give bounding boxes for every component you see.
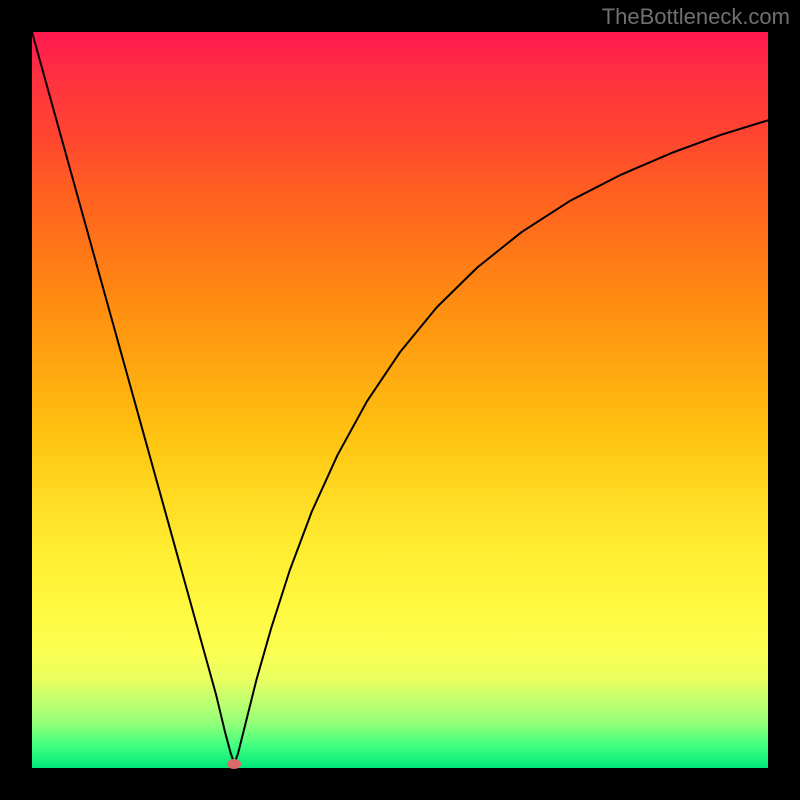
bottleneck-curve xyxy=(32,32,768,768)
balance-marker-dot xyxy=(227,759,241,769)
plot-area xyxy=(32,32,768,768)
watermark-text: TheBottleneck.com xyxy=(602,4,790,30)
curve-path xyxy=(32,32,768,764)
chart-container: TheBottleneck.com xyxy=(0,0,800,800)
